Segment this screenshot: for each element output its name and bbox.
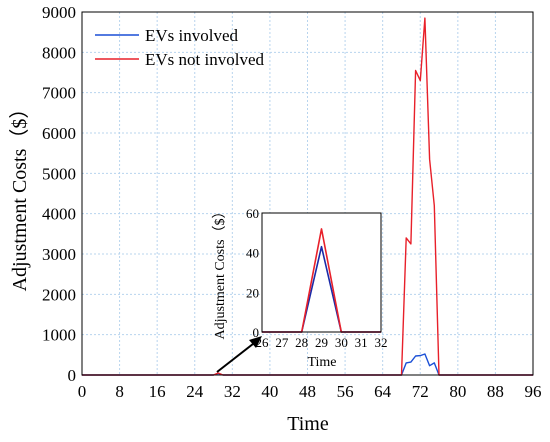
inset-x-tick-29: 29	[315, 335, 328, 350]
main-x-tick-16: 16	[149, 382, 166, 401]
inset-tick-labels: 26 27 28 29 30 31 32 0 20 40 60	[246, 206, 388, 350]
inset-x-tick-32: 32	[375, 335, 388, 350]
zoom-arrow	[216, 339, 259, 373]
main-tick-labels: 0 8 16 24 32 40 48 56 64 72 80 88 960100020003000400…	[42, 3, 542, 401]
main-x-tick-56: 56	[337, 382, 354, 401]
inset-y-tick-0: 0	[253, 325, 260, 340]
main-series-lines	[82, 17, 533, 376]
main-y-tick-2000: 2000	[42, 285, 76, 304]
inset-y-tick-20: 20	[246, 285, 259, 300]
main-y-tick-6000: 6000	[42, 124, 76, 143]
x-axis-title: Time	[287, 413, 329, 435]
y-axis-title: Adjustment Costs（$）	[8, 99, 31, 292]
zoom-arrowhead	[249, 336, 262, 348]
inset-x-tick-26: 26	[256, 335, 270, 350]
inset-plot-frame	[261, 212, 382, 333]
inset-y-tick-60: 60	[246, 206, 259, 221]
legend: EVs involved EVs not involved	[95, 26, 264, 69]
main-x-tick-48: 48	[299, 382, 316, 401]
inset-x-tick-27: 27	[275, 335, 289, 350]
main-y-tick-3000: 3000	[42, 245, 76, 264]
inset-x-axis-title: Time	[307, 355, 336, 370]
main-x-tick-8: 8	[115, 382, 124, 401]
main-x-tick-64: 64	[374, 382, 392, 401]
legend-label-evs-not-involved: EVs not involved	[145, 50, 264, 69]
main-series-line-evs-not-involved	[82, 17, 533, 376]
inset-y-tick-40: 40	[246, 246, 259, 261]
main-y-tick-5000: 5000	[42, 164, 76, 183]
main-x-tick-96: 96	[525, 382, 542, 401]
main-y-tick-1000: 1000	[42, 326, 76, 345]
main-plot-frame	[81, 11, 534, 376]
inset-y-axis-title: Adjustment Costs（$）	[212, 205, 228, 340]
main-x-tick-32: 32	[224, 382, 241, 401]
main-y-tick-8000: 8000	[42, 43, 76, 62]
main-x-tick-80: 80	[449, 382, 466, 401]
main-x-tick-72: 72	[412, 382, 429, 401]
main-y-tick-9000: 9000	[42, 3, 76, 22]
main-x-tick-24: 24	[186, 382, 204, 401]
main-y-tick-4000: 4000	[42, 205, 76, 224]
inset-x-tick-28: 28	[295, 335, 308, 350]
main-x-tick-88: 88	[487, 382, 504, 401]
inset-x-tick-31: 31	[355, 335, 368, 350]
main-x-tick-40: 40	[261, 382, 278, 401]
main-y-tick-0: 0	[68, 366, 77, 385]
main-y-tick-7000: 7000	[42, 84, 76, 103]
inset-x-tick-30: 30	[335, 335, 348, 350]
legend-label-evs-involved: EVs involved	[145, 26, 239, 45]
main-x-tick-0: 0	[78, 382, 87, 401]
inset-chart: 26 27 28 29 30 31 32 0 20 40 60 Time Adjustment Co…	[212, 205, 388, 370]
